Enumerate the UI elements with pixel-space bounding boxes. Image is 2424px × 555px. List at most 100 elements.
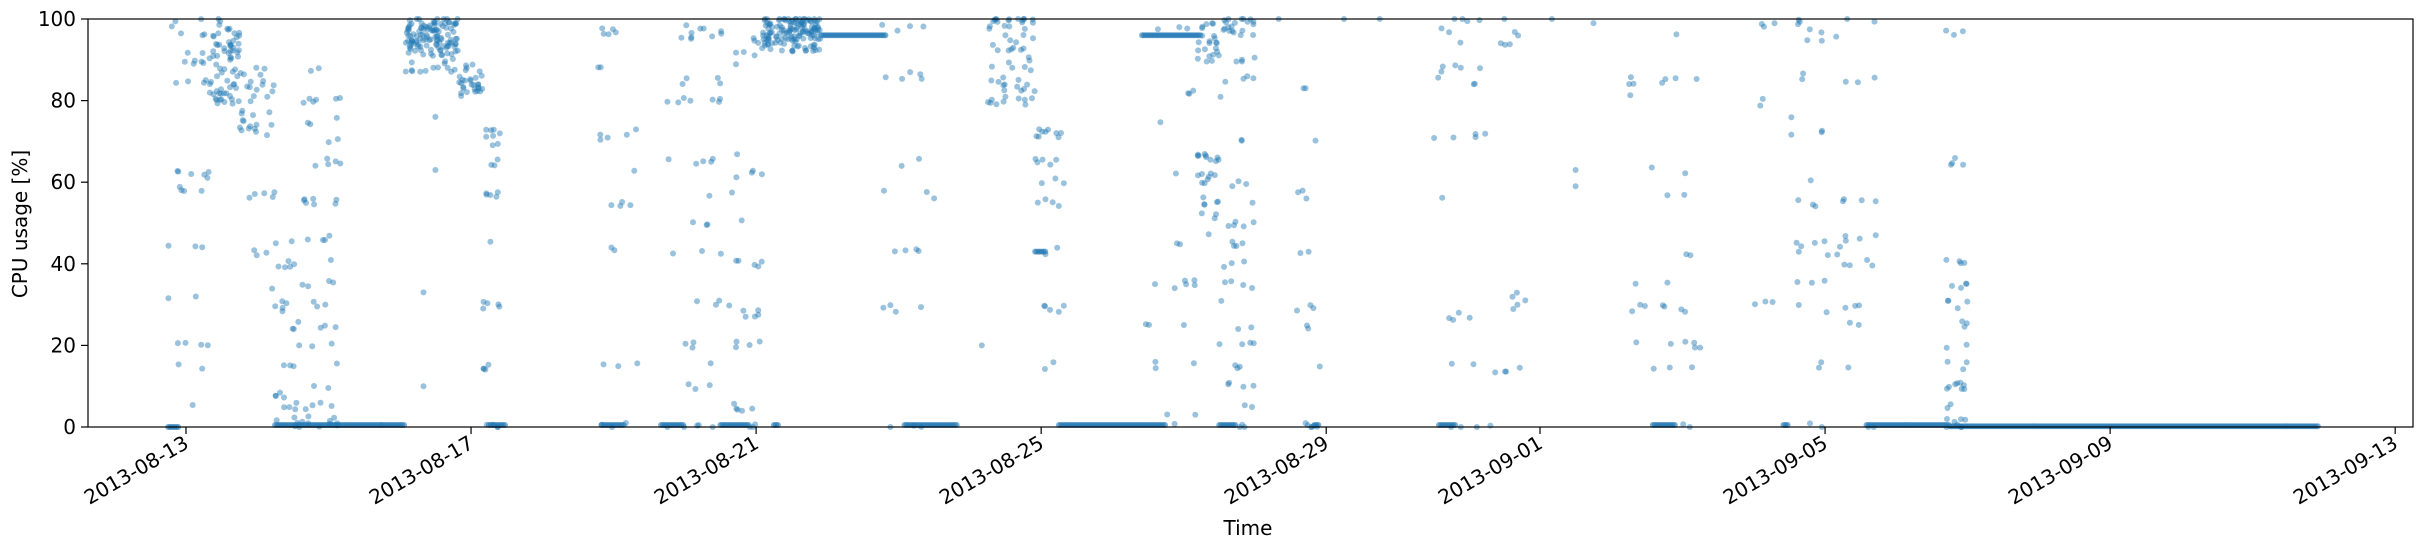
- data-point: [1035, 133, 1042, 140]
- data-point: [452, 20, 459, 27]
- data-point: [181, 188, 188, 194]
- data-point: [189, 402, 196, 408]
- data-point: [608, 244, 615, 251]
- data-point: [1205, 173, 1212, 180]
- data-point: [205, 169, 212, 175]
- data-point: [1211, 215, 1218, 222]
- data-point: [309, 402, 316, 409]
- data-point: [210, 48, 217, 55]
- data-point: [1316, 363, 1323, 370]
- data-point: [1015, 76, 1022, 83]
- data-point: [1522, 297, 1529, 304]
- data-point: [1000, 98, 1007, 105]
- data-point: [310, 98, 317, 105]
- data-point: [1856, 235, 1863, 242]
- data-point: [453, 35, 460, 42]
- data-point: [407, 42, 414, 49]
- data-point: [1627, 92, 1634, 99]
- data-point: [299, 281, 306, 288]
- data-point: [319, 237, 326, 243]
- data-point: [752, 421, 759, 428]
- data-point: [1000, 82, 1007, 89]
- data-point: [809, 23, 815, 30]
- data-point: [1949, 160, 1956, 167]
- data-point: [1795, 248, 1802, 255]
- data-point: [1195, 172, 1201, 179]
- data-point: [1944, 405, 1951, 411]
- data-point: [1626, 81, 1633, 88]
- data-point: [198, 58, 205, 65]
- data-point: [1960, 366, 1967, 373]
- data-point: [253, 252, 260, 259]
- data-point: [1241, 258, 1248, 265]
- data-point: [1629, 308, 1636, 315]
- data-point: [230, 47, 236, 54]
- data-point: [288, 238, 295, 245]
- data-point: [402, 39, 409, 46]
- data-point: [1691, 344, 1698, 351]
- data-point: [175, 361, 182, 368]
- data-point: [172, 18, 179, 25]
- data-point: [600, 30, 607, 37]
- data-point: [773, 33, 780, 40]
- data-point: [791, 36, 798, 43]
- data-point: [597, 136, 604, 143]
- data-point: [1303, 195, 1310, 202]
- data-point: [1042, 303, 1048, 310]
- data-point: [443, 44, 450, 51]
- data-point: [330, 279, 337, 286]
- data-point: [470, 81, 477, 88]
- data-point: [1960, 161, 1967, 168]
- data-point: [1228, 278, 1235, 285]
- data-point: [312, 162, 319, 169]
- data-point: [227, 56, 234, 63]
- data-point: [272, 392, 279, 399]
- data-point: [1206, 53, 1213, 60]
- y-tick-label: 80: [51, 89, 76, 113]
- data-point: [1225, 381, 1232, 388]
- data-point: [1229, 28, 1236, 34]
- data-point: [782, 35, 789, 42]
- data-point: [1233, 58, 1240, 65]
- data-point: [1240, 282, 1247, 288]
- data-point: [433, 37, 440, 43]
- data-point: [480, 305, 487, 312]
- data-point: [1000, 74, 1007, 81]
- data-point: [762, 42, 768, 49]
- data-point: [1020, 32, 1027, 38]
- data-point: [1869, 262, 1876, 269]
- data-point: [729, 189, 735, 196]
- data-point: [281, 404, 288, 411]
- data-point: [212, 95, 219, 102]
- data-point: [793, 19, 799, 26]
- data-point: [791, 33, 798, 40]
- data-point: [1015, 95, 1022, 102]
- data-point: [689, 344, 696, 351]
- data-point: [251, 125, 258, 132]
- data-point: [468, 81, 475, 88]
- data-point: [227, 48, 234, 54]
- data-point: [802, 28, 809, 35]
- data-point: [1959, 28, 1966, 35]
- data-point: [291, 414, 298, 421]
- data-point: [227, 42, 234, 49]
- data-point: [224, 77, 231, 84]
- data-point: [1682, 170, 1689, 177]
- data-point: [1510, 306, 1517, 312]
- data-point: [175, 168, 182, 175]
- data-point: [700, 158, 707, 165]
- data-point: [405, 49, 412, 56]
- data-point: [1943, 27, 1950, 34]
- data-point: [916, 155, 922, 162]
- data-point: [435, 64, 441, 71]
- data-point: [304, 236, 311, 243]
- data-point: [1961, 386, 1968, 393]
- data-point: [264, 93, 271, 100]
- data-point: [1697, 344, 1704, 351]
- data-point: [1026, 57, 1033, 64]
- data-point: [407, 45, 414, 52]
- data-point: [413, 38, 420, 45]
- data-point: [923, 189, 930, 195]
- data-point: [918, 304, 924, 311]
